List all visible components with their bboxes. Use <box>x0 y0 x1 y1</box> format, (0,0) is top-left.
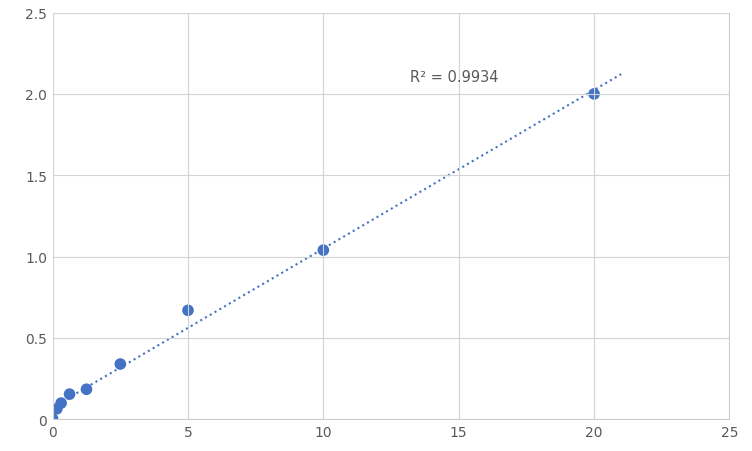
Point <box>114 361 126 368</box>
Point <box>588 91 600 98</box>
Point <box>317 247 329 254</box>
Point <box>182 307 194 314</box>
Point <box>55 400 67 407</box>
Point <box>51 405 63 413</box>
Point <box>80 386 92 393</box>
Text: R² = 0.9934: R² = 0.9934 <box>410 70 499 85</box>
Point <box>63 391 75 398</box>
Point <box>47 415 59 423</box>
